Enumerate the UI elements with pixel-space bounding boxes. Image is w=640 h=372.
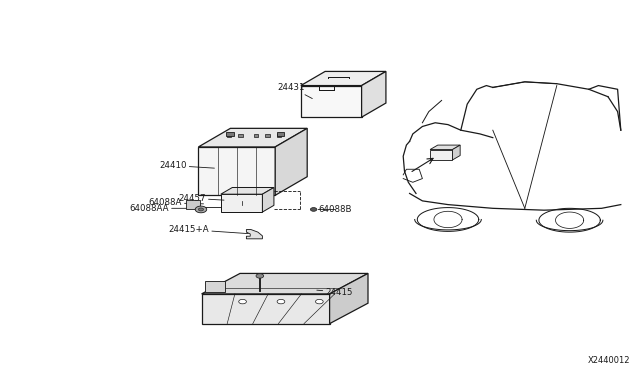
Bar [266, 134, 270, 137]
Bar [227, 134, 232, 137]
Polygon shape [221, 194, 262, 212]
Text: 24457: 24457 [179, 194, 224, 203]
Circle shape [277, 299, 285, 304]
Text: 24415+A: 24415+A [168, 225, 248, 234]
Polygon shape [202, 273, 368, 294]
Polygon shape [430, 150, 452, 160]
Circle shape [239, 299, 246, 304]
Circle shape [195, 206, 207, 213]
Text: 64088B: 64088B [318, 205, 351, 214]
Bar [239, 134, 243, 137]
Text: X2440012: X2440012 [588, 356, 630, 365]
Circle shape [310, 208, 317, 211]
Polygon shape [430, 145, 460, 150]
Polygon shape [202, 294, 330, 324]
Polygon shape [246, 230, 262, 239]
Text: 64088AA: 64088AA [129, 204, 196, 213]
Circle shape [316, 299, 323, 304]
Polygon shape [205, 280, 225, 292]
Bar [227, 131, 234, 135]
Polygon shape [452, 145, 460, 160]
Polygon shape [262, 187, 274, 212]
Circle shape [256, 274, 264, 278]
Text: 24431: 24431 [278, 83, 312, 99]
Bar [277, 134, 282, 137]
Polygon shape [330, 273, 368, 324]
Polygon shape [221, 187, 274, 194]
Polygon shape [362, 71, 386, 117]
Bar [254, 134, 259, 137]
Text: 24410: 24410 [159, 161, 214, 170]
Polygon shape [275, 128, 307, 195]
Polygon shape [301, 86, 362, 117]
Bar [186, 200, 200, 209]
Polygon shape [198, 147, 275, 195]
Circle shape [198, 208, 204, 211]
Bar [277, 131, 284, 135]
Polygon shape [198, 128, 307, 147]
Text: 64088A: 64088A [148, 198, 204, 207]
Polygon shape [301, 71, 386, 86]
Text: 24415: 24415 [317, 288, 353, 296]
